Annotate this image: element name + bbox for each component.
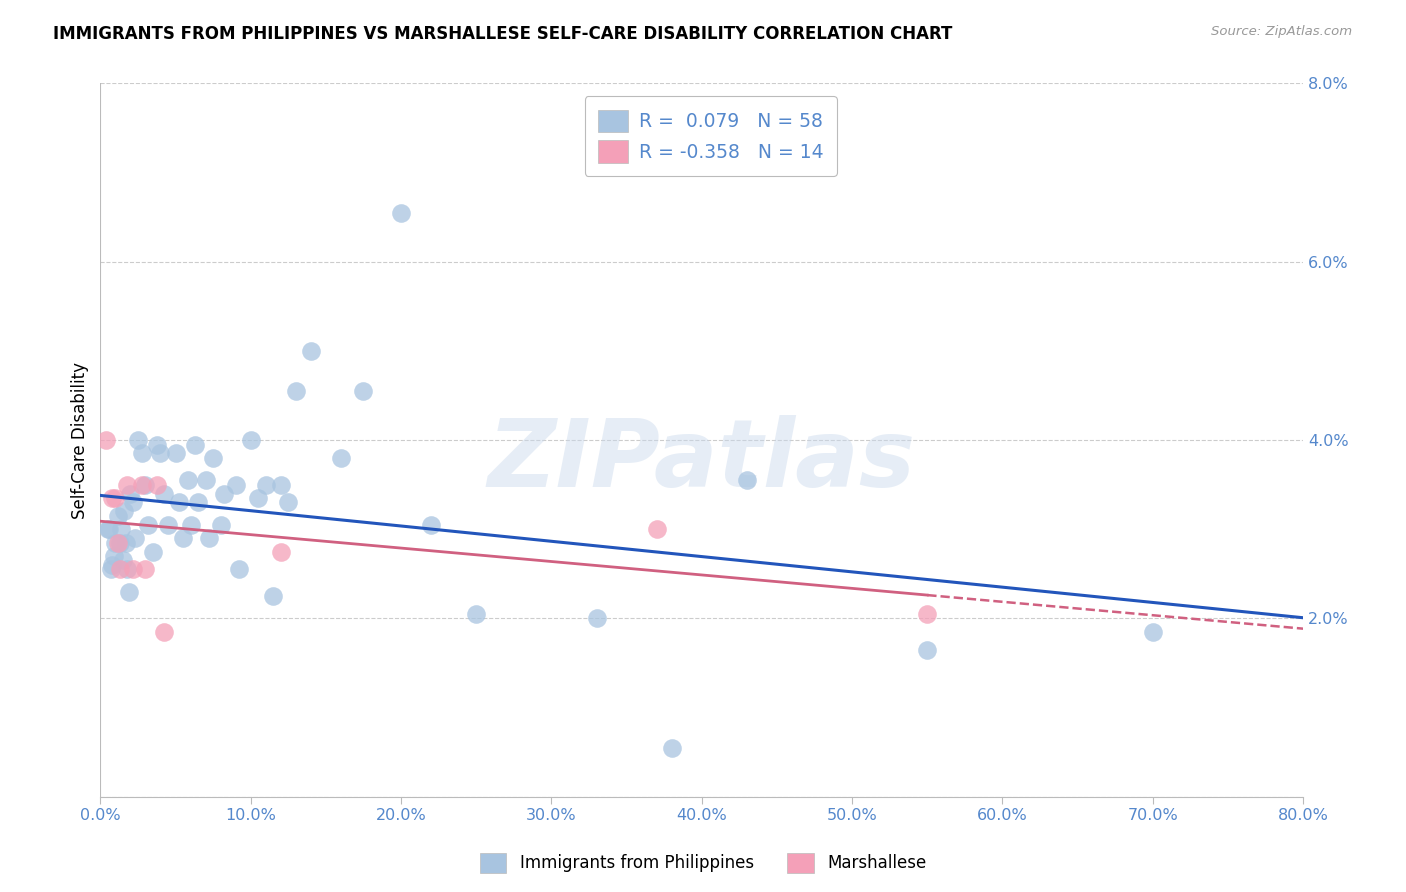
Point [228,562,250,576]
Point [104,491,127,505]
Point [156,517,179,532]
Point [194,473,217,487]
Point [149,446,172,460]
Point [284,384,307,398]
Point [176,473,198,487]
Point [585,611,607,625]
Point [131,446,153,460]
Point [131,477,153,491]
Point [209,517,232,532]
Point [247,491,270,505]
Point [122,562,145,576]
Point [262,589,284,603]
Point [120,486,142,500]
Point [353,384,375,398]
Point [165,446,187,460]
Point [277,495,299,509]
Point [96,433,118,447]
Point [225,477,247,491]
Point [465,607,488,621]
Point [117,477,139,491]
Point [110,522,132,536]
Point [1142,624,1164,639]
Point [134,562,156,576]
Point [167,495,190,509]
Point [118,584,141,599]
Point [329,450,352,465]
Point [97,522,120,536]
Point [202,450,225,465]
Point [299,343,322,358]
Point [420,517,443,532]
Point [104,535,127,549]
Point [212,486,235,500]
Point [127,433,149,447]
Point [111,553,134,567]
Point [134,477,156,491]
Point [115,535,138,549]
Legend: Immigrants from Philippines, Marshallese: Immigrants from Philippines, Marshallese [472,847,934,880]
Point [187,495,209,509]
Point [645,522,668,536]
Point [239,433,262,447]
Point [180,517,202,532]
Point [122,495,145,509]
Legend: R =  0.079   N = 58, R = -0.358   N = 14: R = 0.079 N = 58, R = -0.358 N = 14 [585,96,837,176]
Point [917,642,939,657]
Point [184,437,207,451]
Point [107,535,129,549]
Point [117,562,139,576]
Point [152,486,174,500]
Point [98,522,121,536]
Point [146,437,169,451]
Point [100,562,122,576]
Point [108,562,131,576]
Point [108,535,131,549]
Point [152,624,174,639]
Point [270,544,292,558]
Point [142,544,165,558]
Point [112,504,135,518]
Text: IMMIGRANTS FROM PHILIPPINES VS MARSHALLESE SELF-CARE DISABILITY CORRELATION CHAR: IMMIGRANTS FROM PHILIPPINES VS MARSHALLE… [53,25,953,43]
Point [389,205,412,219]
Point [101,558,124,572]
Point [103,549,125,563]
Text: ZIPatlas: ZIPatlas [488,416,915,508]
Point [146,477,169,491]
Y-axis label: Self-Care Disability: Self-Care Disability [72,361,89,518]
Point [917,607,939,621]
Point [172,531,194,545]
Point [197,531,219,545]
Point [124,531,146,545]
Point [254,477,277,491]
Point [735,473,758,487]
Point [107,508,129,523]
Point [661,740,683,755]
Text: Source: ZipAtlas.com: Source: ZipAtlas.com [1212,25,1353,38]
Point [270,477,292,491]
Point [101,491,124,505]
Point [138,517,160,532]
